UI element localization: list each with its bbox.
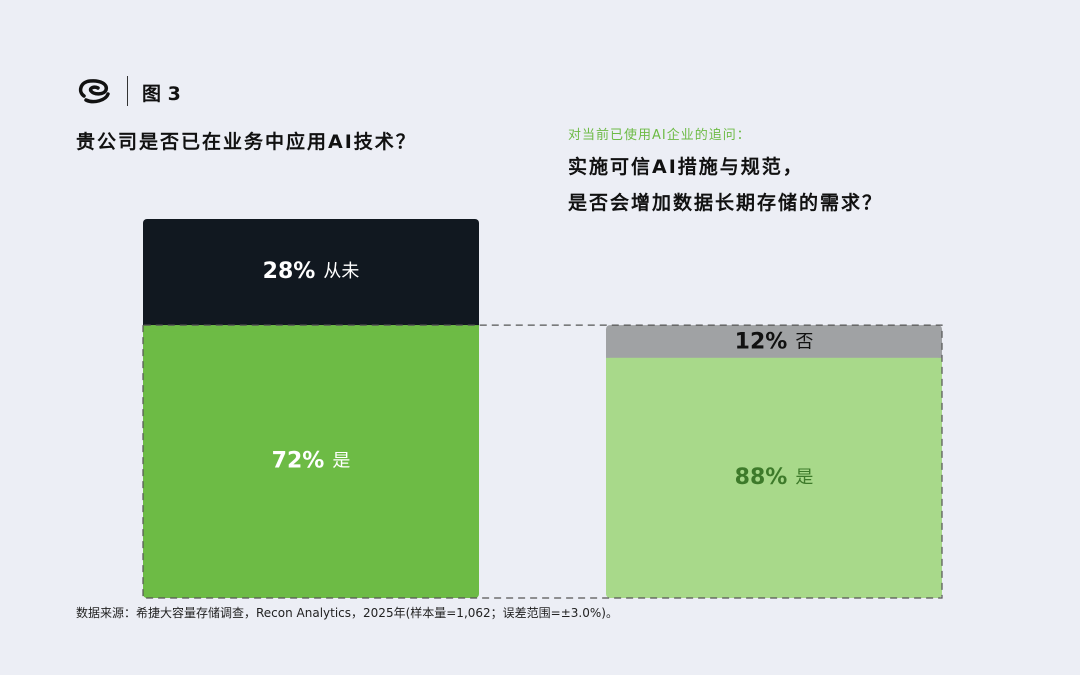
label-left-yes: 72% 是 <box>272 449 351 474</box>
followup-label: 对当前已使用AI企业的追问： <box>568 128 751 143</box>
bar-right-no <box>606 325 942 362</box>
right-question-line2: 是否会增加数据长期存储的需求？ <box>568 192 884 214</box>
divider <box>127 76 128 106</box>
label-left-never: 28% 从未 <box>263 259 360 284</box>
source-note: 数据来源：希捷大容量存储调查，Recon Analytics，2025年(样本量… <box>76 606 618 620</box>
bar-left-never <box>143 219 479 332</box>
label-right-no: 12% 否 <box>735 329 814 354</box>
figure-label: 图 3 <box>142 83 181 105</box>
bar-left-yes <box>143 325 479 598</box>
left-question: 贵公司是否已在业务中应用AI技术？ <box>76 131 417 153</box>
label-right-yes: 88% 是 <box>735 465 814 490</box>
dashed-connector <box>142 324 943 599</box>
seagate-logo-icon <box>78 79 110 104</box>
bar-right-yes <box>606 357 942 598</box>
right-question-line1: 实施可信AI措施与规范， <box>568 156 804 178</box>
bar-left-yes-top <box>143 325 479 332</box>
bar-right-yes-top <box>606 357 942 362</box>
